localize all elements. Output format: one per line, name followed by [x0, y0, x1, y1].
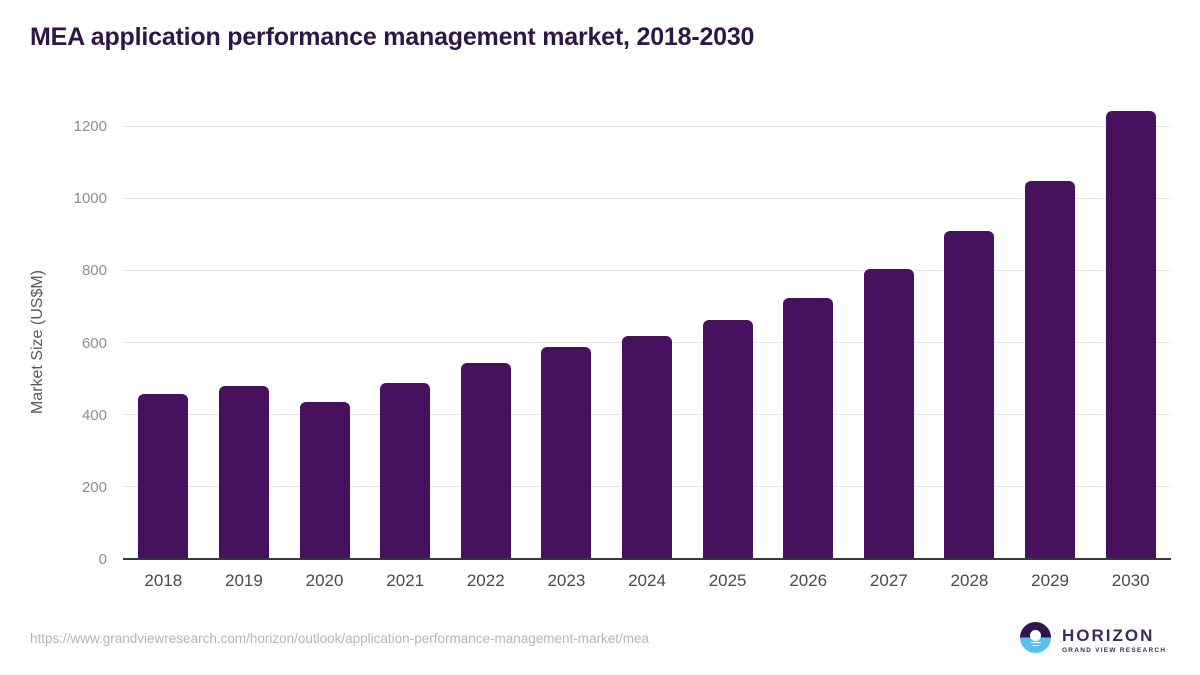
chart-title: MEA application performance management m… [30, 23, 755, 51]
bar-2028 [944, 231, 995, 558]
horizon-logo-text: HORIZON GRAND VIEW RESEARCH [1062, 627, 1166, 654]
y-tick-600: 600 [81, 334, 107, 352]
horizon-logo-icon [1020, 622, 1051, 653]
logo-sun-shape [1030, 630, 1041, 641]
x-tick-2030: 2030 [1111, 571, 1150, 590]
x-tick-2020: 2020 [305, 571, 344, 590]
logo-reflection-stripe [1032, 644, 1039, 647]
y-tick-0: 0 [98, 551, 107, 568]
y-tick-800: 800 [81, 262, 107, 280]
x-tick-2026: 2026 [789, 571, 828, 590]
y-tick-1000: 1000 [73, 190, 107, 208]
bar-2021 [380, 382, 431, 558]
bar-2023 [541, 347, 592, 558]
source-url: https://www.grandviewresearch.com/horizo… [30, 631, 650, 646]
plot-area: 0 200 400 600 800 1000 1200 2018 2019 2020 2021 202… [74, 110, 1171, 590]
logo-reflection-stripe [1030, 641, 1041, 644]
bar-2027 [863, 269, 914, 558]
x-tick-2018: 2018 [144, 571, 183, 590]
bar-2026 [783, 298, 834, 558]
bar-2024 [622, 335, 672, 558]
gridline-800 [123, 269, 1171, 271]
bar-2025 [702, 319, 753, 558]
bar-2022 [460, 363, 511, 558]
bar-2029 [1025, 180, 1076, 558]
gridline-1200 [123, 125, 1171, 127]
bar-2018 [138, 393, 189, 558]
x-tick-2024: 2024 [628, 571, 666, 590]
y-tick-1200: 1200 [73, 118, 107, 135]
x-tick-2019: 2019 [225, 571, 263, 590]
y-tick-200: 200 [81, 478, 107, 496]
x-tick-2022: 2022 [466, 571, 505, 590]
x-tick-2025: 2025 [708, 571, 747, 590]
x-axis-line [123, 558, 1171, 560]
x-tick-2021: 2021 [386, 571, 425, 590]
x-tick-2028: 2028 [950, 571, 989, 590]
x-tick-2023: 2023 [547, 571, 586, 590]
gridline-1000 [123, 197, 1171, 199]
y-tick-400: 400 [81, 406, 107, 424]
x-tick-2029: 2029 [1031, 571, 1069, 590]
bar-2020 [299, 401, 350, 558]
logo-subtitle: GRAND VIEW RESEARCH [1062, 646, 1167, 654]
x-tick-2027: 2027 [869, 571, 908, 590]
bar-2030 [1105, 110, 1156, 558]
logo-name: HORIZON [1062, 626, 1155, 645]
bar-2019 [218, 385, 269, 558]
